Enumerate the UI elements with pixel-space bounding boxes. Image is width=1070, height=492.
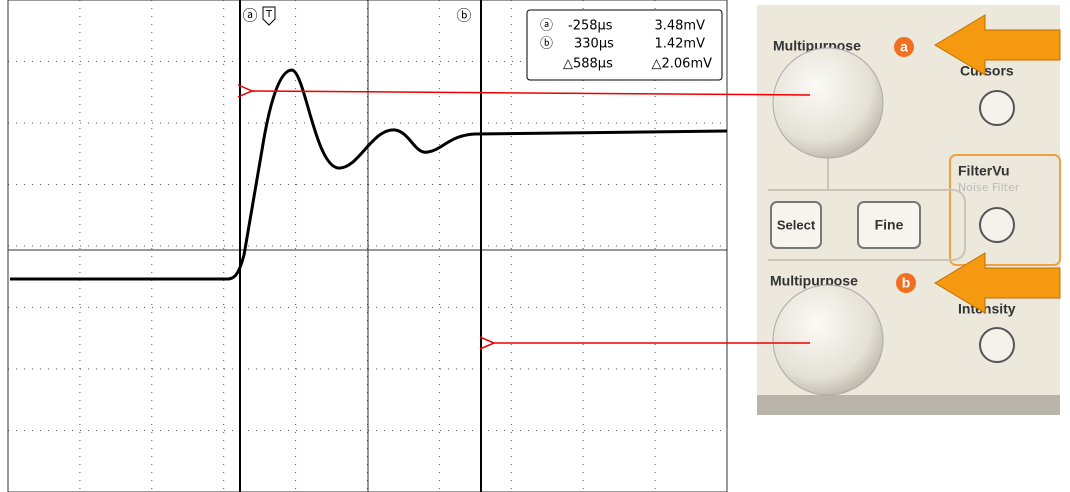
cursors-button[interactable] — [979, 90, 1015, 126]
filtervu-button[interactable] — [979, 207, 1015, 243]
trigger-marker: T — [265, 9, 273, 20]
fine-button[interactable] — [857, 201, 921, 249]
knob-a[interactable] — [772, 47, 884, 159]
readout-a-time: -258µs — [568, 19, 613, 34]
b-badge-bg — [896, 273, 916, 293]
intensity-label: Intensity — [958, 301, 1016, 317]
filtervu-label: FilterVu — [958, 163, 1010, 179]
select-frame — [768, 189, 966, 261]
orange-arrow-a — [934, 14, 1061, 76]
readout: ⓐ -258µs 3.48mV ⓑ 330µs 1.42mV △588µs △2… — [540, 19, 712, 72]
a-badge: a — [900, 39, 908, 55]
multipurpose-b: Multipurpose — [770, 273, 858, 289]
red-arrow-a — [252, 91, 811, 95]
readout-a-volt: 3.48mV — [654, 19, 705, 34]
readout-b-time: 330µs — [574, 37, 614, 52]
cursor-b-marker: ⓑ — [456, 7, 471, 25]
readout-b-label: ⓑ — [540, 37, 553, 52]
select-button[interactable] — [770, 201, 822, 249]
noise-filter-label: Noise Filter — [958, 181, 1020, 194]
readout-delta-volt: △2.06mV — [652, 57, 713, 72]
knob-b[interactable] — [772, 284, 884, 396]
readout-box — [526, 9, 723, 81]
a-badge-bg — [894, 37, 914, 57]
scope-border — [7, 0, 728, 492]
readout-b-volt: 1.42mV — [654, 37, 705, 52]
filter-frame — [949, 154, 1061, 266]
trigger-icon — [262, 6, 276, 26]
readout-a-label: ⓐ — [540, 19, 553, 34]
waveform — [10, 68, 728, 281]
control-panel: Multipurpose a Cursors FilterVu Noise Fi… — [757, 5, 1061, 415]
readout-delta-time: △588µs — [563, 57, 613, 72]
select-label: Select — [777, 217, 816, 232]
b-badge: b — [902, 275, 911, 291]
panel-bottom — [757, 395, 1060, 415]
intensity-button[interactable] — [979, 327, 1015, 363]
fine-label: Fine — [875, 217, 904, 233]
cursor-a-marker: ⓐ — [242, 7, 257, 25]
orange-arrow-b — [934, 252, 1061, 314]
